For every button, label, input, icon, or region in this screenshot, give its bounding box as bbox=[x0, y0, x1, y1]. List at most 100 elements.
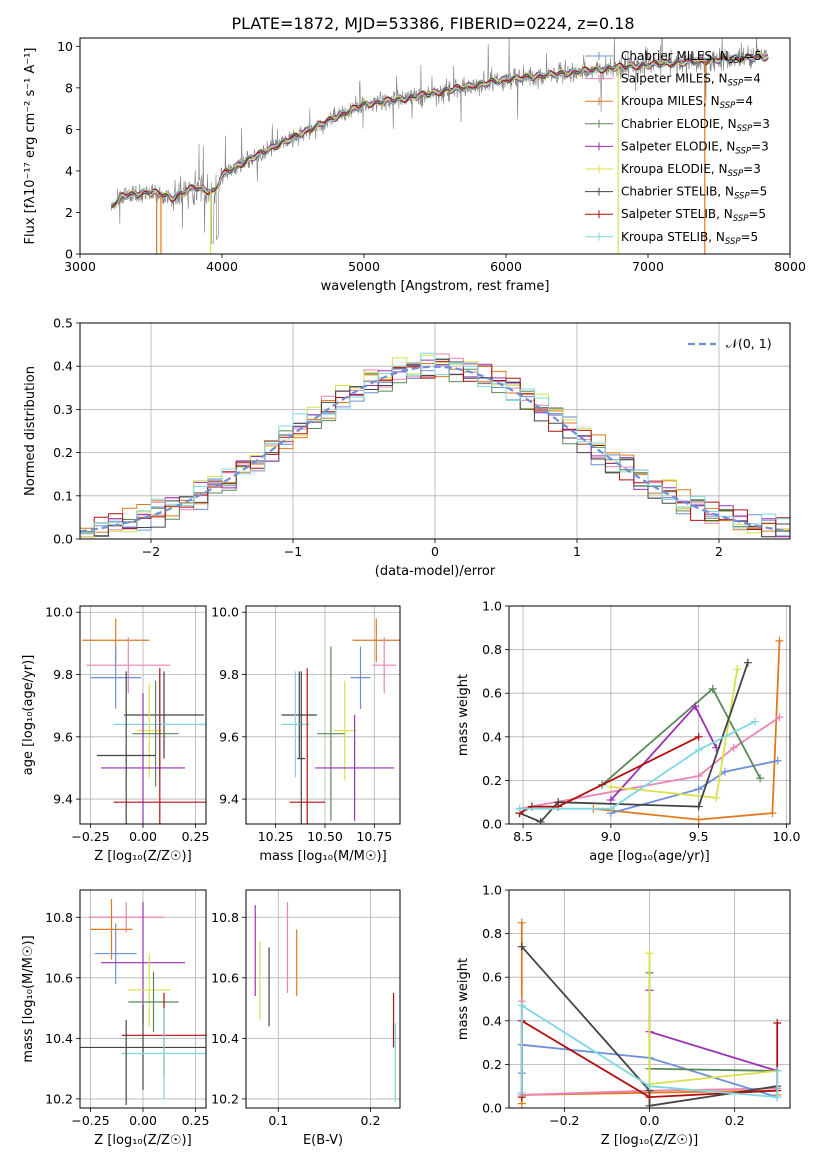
weight-point-marker bbox=[694, 802, 703, 811]
y-tick-label: 0.4 bbox=[482, 1013, 502, 1028]
legend-count: =3 bbox=[751, 139, 769, 153]
x-tick-label: 10.0 bbox=[773, 829, 801, 844]
weight-point-marker bbox=[733, 665, 742, 674]
weight-point-marker bbox=[694, 785, 703, 794]
panel-age-vs-mass: 10.25 10.50 10.75 9.4 9.6 9.8 10.0 mass [log₁₀(… bbox=[211, 605, 401, 864]
y-axis-label: age [log₁₀(age/yr)] bbox=[21, 655, 36, 776]
y-tick-label: 0.6 bbox=[482, 686, 502, 701]
y-tick-label: 10 bbox=[57, 39, 73, 54]
x-tick-label: 0.25 bbox=[182, 1113, 210, 1128]
y-tick-label: 0.0 bbox=[53, 532, 73, 547]
weight-point-marker bbox=[775, 636, 784, 645]
errorbar-point bbox=[124, 671, 204, 759]
weight-series-line bbox=[610, 759, 778, 814]
y-tick-label: 0.2 bbox=[482, 773, 502, 788]
x-tick-label: 0.0 bbox=[640, 1113, 660, 1128]
weight-series bbox=[645, 949, 782, 1089]
y-tick-label: 10.0 bbox=[45, 605, 73, 620]
errorbar-point bbox=[122, 1008, 206, 1099]
legend-subscript: SSP bbox=[737, 124, 753, 134]
legend-entry: Chabrier ELODIE, NSSP=3 bbox=[621, 117, 770, 134]
y-tick-label: 9.8 bbox=[53, 667, 73, 682]
x-tick-label: 8.5 bbox=[513, 829, 533, 844]
legend-subscript: SSP bbox=[735, 146, 751, 156]
weight-point-marker bbox=[773, 1093, 782, 1102]
weight-series-line bbox=[610, 704, 718, 801]
errorbar-point bbox=[88, 902, 164, 933]
weight-point-marker bbox=[773, 756, 782, 765]
y-tick-label: 10.4 bbox=[211, 1031, 239, 1046]
x-tick-label: −2 bbox=[142, 544, 160, 559]
x-tick-label: 0.1 bbox=[268, 1113, 288, 1128]
plot-area-mass-vs-Z bbox=[80, 899, 206, 1105]
weight-point-marker bbox=[694, 772, 703, 781]
legend-count: =5 bbox=[741, 230, 759, 244]
weight-point-marker bbox=[694, 745, 703, 754]
legend-count: =4 bbox=[743, 72, 761, 86]
weight-series-line bbox=[648, 972, 778, 1072]
x-tick-label: 4000 bbox=[206, 259, 238, 274]
weight-series bbox=[589, 636, 784, 824]
errorbar-point bbox=[128, 971, 179, 1033]
weight-point-marker bbox=[773, 1066, 782, 1075]
frame-spectrum: 3000 4000 5000 6000 7000 8000 0 2 4 6 8 10 wavelengt… bbox=[23, 37, 806, 294]
y-tick-label: 0.8 bbox=[482, 926, 502, 941]
plot-area-mass-weight-vs-Z bbox=[517, 918, 782, 1108]
weight-point-marker bbox=[517, 1001, 526, 1010]
errorbar-point bbox=[86, 637, 171, 694]
x-axis-label: Z [log₁₀(Z/Z☉)] bbox=[94, 1133, 191, 1148]
axes-frame bbox=[245, 605, 401, 825]
y-axis-label: mass [log₁₀(M/M☉)] bbox=[21, 935, 36, 1062]
errorbar-point bbox=[128, 953, 171, 1027]
y-axis-label: mass weight bbox=[456, 958, 471, 1040]
frame-mass-vs-EBV: 0.1 0.2 10.2 10.4 10.6 10.8 E(B-V) bbox=[211, 889, 401, 1148]
y-axis-label: Normed distribution bbox=[23, 366, 38, 496]
errorbar-point bbox=[101, 902, 185, 1024]
errorbar-point bbox=[94, 923, 137, 984]
errorbar-point bbox=[136, 683, 162, 778]
plot-area-residuals bbox=[80, 352, 790, 539]
y-tick-label: 0.3 bbox=[53, 402, 73, 417]
x-tick-label: 10.50 bbox=[307, 829, 343, 844]
legend-entry: Chabrier MILES, NSSP=5 bbox=[621, 49, 762, 66]
legend-entry: Salpeter STELIB, NSSP=5 bbox=[621, 207, 766, 224]
legend-entry: Kroupa MILES, NSSP=4 bbox=[621, 94, 753, 111]
errorbar-point bbox=[350, 646, 371, 709]
errorbar-point bbox=[289, 668, 325, 824]
legend-count: =5 bbox=[744, 49, 762, 63]
y-tick-label: 0.0 bbox=[482, 1101, 502, 1116]
weight-point-marker bbox=[645, 1082, 654, 1091]
y-tick-label: 10.6 bbox=[45, 970, 73, 985]
legend-subscript: SSP bbox=[720, 101, 736, 111]
weight-point-marker bbox=[645, 949, 654, 958]
x-tick-label: 0 bbox=[431, 544, 439, 559]
weight-series bbox=[517, 1001, 782, 1102]
x-tick-label: 9.0 bbox=[601, 829, 621, 844]
legend-entry: Kroupa ELODIE, NSSP=3 bbox=[621, 162, 761, 179]
errorbar-point bbox=[317, 646, 345, 821]
y-axis-label: Flux [fλ10⁻¹⁷ erg cm⁻² s⁻¹ A⁻¹] bbox=[23, 48, 38, 245]
frame-residuals: −2 −1 0 1 2 0.0 0.1 0.2 0.3 0.4 0.5 (data-model)/er… bbox=[23, 316, 791, 579]
panel-age-vs-Z: −0.25 0.00 0.25 9.4 9.6 9.8 10.0 Z [log₁₀(Z/Z☉)… bbox=[21, 605, 209, 864]
plot-area-age-vs-Z bbox=[82, 618, 206, 824]
y-tick-label: 1.0 bbox=[482, 599, 502, 614]
weight-series-line bbox=[519, 716, 780, 810]
weight-point-marker bbox=[606, 804, 615, 813]
legend-entry: 𝒩(0, 1) bbox=[726, 336, 772, 351]
y-tick-label: 0.4 bbox=[53, 359, 73, 374]
y-tick-label: 0 bbox=[65, 247, 73, 262]
legend-count: =3 bbox=[752, 117, 770, 131]
y-tick-label: 8 bbox=[65, 80, 73, 95]
panel-residuals: −2 −1 0 1 2 0.0 0.1 0.2 0.3 0.4 0.5 (data-model)/er… bbox=[23, 316, 791, 579]
errorbar-point bbox=[281, 671, 318, 759]
weight-point-marker bbox=[694, 732, 703, 741]
weight-point-marker bbox=[712, 793, 721, 802]
spectrum-legend: Chabrier MILES, NSSP=5 Salpeter MILES, NS… bbox=[585, 49, 770, 247]
x-tick-label: −0.25 bbox=[71, 1113, 109, 1128]
y-axis-label: mass weight bbox=[456, 674, 471, 756]
x-tick-label: 0.2 bbox=[361, 1113, 381, 1128]
x-axis-label: Z [log₁₀(Z/Z☉)] bbox=[601, 1133, 698, 1148]
x-tick-label: 0.2 bbox=[725, 1113, 745, 1128]
errorbar-point bbox=[90, 646, 141, 709]
